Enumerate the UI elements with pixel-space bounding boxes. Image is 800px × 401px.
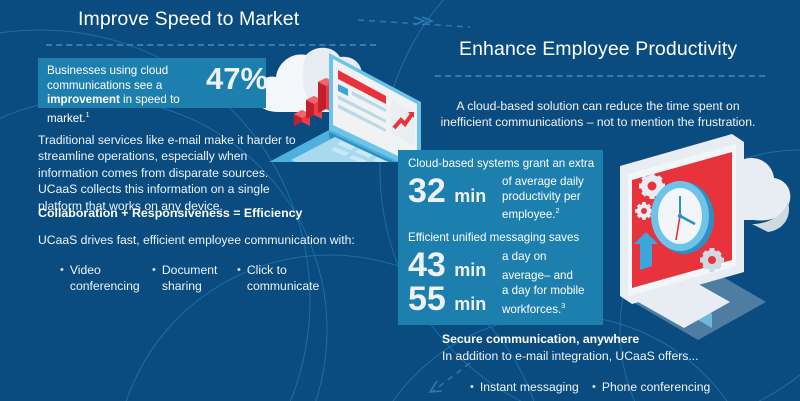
stat-unit: min xyxy=(454,186,487,206)
left-stat-text: Businesses using cloud communications se… xyxy=(47,64,207,126)
stat-footnote: 2 xyxy=(555,206,560,216)
left-bullet-list: • Video conferencing • Document sharing … xyxy=(60,262,360,294)
left-stat-emphasis: improvement xyxy=(47,93,120,107)
right-title-divider xyxy=(435,75,765,77)
stat-row: 43 min xyxy=(408,248,486,282)
secure-subtext: In addition to e-mail integration, UCaaS… xyxy=(442,349,699,363)
stat-description: of average daily productivity per employ… xyxy=(502,175,598,223)
bullet-dot-icon: • xyxy=(470,381,474,393)
left-stat-tail: in speed to market. xyxy=(47,93,180,125)
dashed-connector-bottom xyxy=(431,362,471,393)
bullet-dot-icon: • xyxy=(152,264,156,276)
right-stat-heading-2: Efficient unified messaging saves xyxy=(408,231,580,244)
monitor-frame xyxy=(620,134,744,304)
secure-bullet-2: Phone conferencing xyxy=(601,380,711,394)
left-bullet-1: Video conferencing xyxy=(69,263,140,294)
left-bullet-2: Document sharing xyxy=(161,263,218,294)
stat-row: 55 min xyxy=(408,282,486,316)
stat-number: 55 xyxy=(408,280,446,318)
bullet-dot-icon: • xyxy=(592,381,596,393)
bullet-dot-icon: • xyxy=(237,264,241,276)
right-section-title: Enhance Employee Productivity xyxy=(459,38,738,60)
stat-unit: min xyxy=(454,260,487,280)
arrow-head-top xyxy=(413,16,427,26)
stat-description: a day on average– and xyxy=(502,250,598,283)
list-item: • Document sharing xyxy=(152,262,237,294)
left-section-title: Improve Speed to Market xyxy=(78,8,300,30)
bullet-dot-icon: • xyxy=(60,264,64,276)
left-paragraph: Traditional services like e-mail make it… xyxy=(38,133,296,213)
stat-row: 32 min xyxy=(408,174,486,208)
list-item: • Click to communicate xyxy=(237,262,337,294)
stat-unit: min xyxy=(454,294,487,314)
gear-icon-top xyxy=(639,173,665,199)
left-stat-lead: Businesses using cloud communications se… xyxy=(47,64,169,92)
list-item: • Instant messaging xyxy=(470,379,592,395)
clock-icon xyxy=(651,181,714,254)
right-stat-heading-1: Cloud-based systems grant an extra xyxy=(408,157,595,170)
left-stat-footnote: 1 xyxy=(85,109,90,119)
gear-icon-small xyxy=(635,202,653,220)
left-equation: Collaboration + Responsiveness = Efficie… xyxy=(38,206,303,220)
secure-bullet-list: • Instant messaging • Phone conferencing xyxy=(470,379,770,395)
arrow-head-bottom xyxy=(428,380,443,393)
laptop-cloud-chart-icon xyxy=(254,47,421,162)
left-bullet-3: Click to communicate xyxy=(246,263,320,294)
stat-number: 32 xyxy=(408,172,446,210)
right-stat-panel: Cloud-based systems grant an extra 32 mi… xyxy=(398,150,603,325)
stat-description-text: a day on average– and xyxy=(502,250,573,282)
list-item: • Phone conferencing xyxy=(592,379,710,395)
stat-description-text: a day for mobile workforces. xyxy=(502,284,585,316)
laptop-simple xyxy=(269,53,421,162)
secure-heading: Secure communication, anywhere xyxy=(442,332,640,346)
left-stat-callout: Businesses using cloud communications se… xyxy=(38,58,269,125)
small-arrow-icon xyxy=(634,232,658,270)
stat-description: a day for mobile workforces.3 xyxy=(502,284,600,317)
list-item: • Video conferencing xyxy=(60,262,152,294)
right-intro: A cloud-based solution can reduce the ti… xyxy=(440,99,756,130)
arrow-head-top-2 xyxy=(421,16,435,26)
left-stat-value: 47% xyxy=(206,61,269,96)
monitor-clock-gears-cloud-icon xyxy=(620,134,791,340)
stat-number: 43 xyxy=(408,246,446,284)
left-lead-in: UCaaS drives fast, efficient employee co… xyxy=(38,233,355,247)
stat-footnote: 3 xyxy=(561,300,566,310)
dashed-connector-top xyxy=(357,19,471,28)
left-title-divider xyxy=(46,44,376,46)
gear-icon-bottom xyxy=(700,248,724,272)
secure-bullet-1: Instant messaging xyxy=(479,380,579,394)
stat-description-text: of average daily productivity per employ… xyxy=(502,175,584,222)
